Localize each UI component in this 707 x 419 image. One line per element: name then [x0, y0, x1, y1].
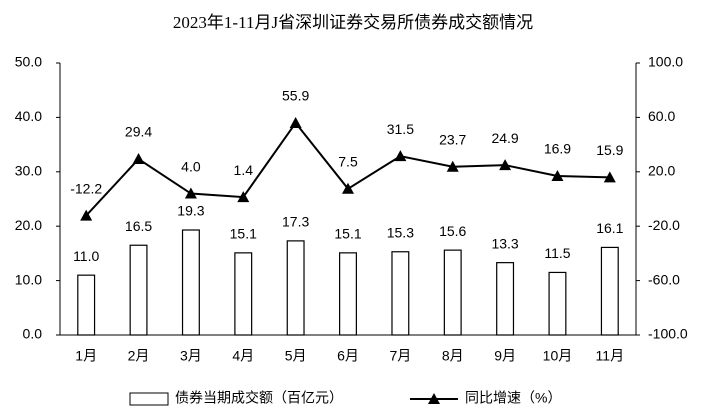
- x-tick-label: 10月: [543, 348, 573, 364]
- bar-value-label: 19.3: [177, 203, 204, 219]
- line-value-label: 15.9: [596, 142, 623, 158]
- legend-swatch: [129, 392, 169, 406]
- bar-value-label: 16.1: [596, 220, 623, 236]
- legend-label: 债券当期成交额（百亿元）: [175, 390, 343, 406]
- bar: [548, 271, 567, 336]
- line-marker: [499, 159, 512, 171]
- bar-value-label: 11.5: [544, 245, 570, 261]
- bar: [339, 252, 357, 336]
- legend-label: 同比增速（%）: [465, 390, 561, 406]
- line-value-label: 4.0: [181, 158, 201, 174]
- bar: [77, 274, 96, 336]
- bar-value-label: 15.1: [334, 226, 361, 242]
- y2-tick-label: 20.0: [648, 163, 675, 179]
- y-tick-label: 40.0: [15, 108, 42, 124]
- bar: [129, 244, 148, 336]
- chart-title: 2023年1-11月J省深圳证券交易所债券成交额情况: [173, 13, 533, 32]
- bar: [443, 249, 462, 336]
- y2-tick-label: 60.0: [648, 108, 675, 124]
- line-marker: [132, 153, 145, 165]
- bar-value-label: 17.3: [282, 214, 309, 230]
- y-tick-label: 0.0: [23, 326, 43, 342]
- y2-tick-label: 100.0: [648, 54, 683, 70]
- line-value-label: 7.5: [338, 154, 358, 170]
- line-value-label: 29.4: [125, 124, 152, 140]
- line-marker: [551, 170, 564, 182]
- y-tick-label: 30.0: [15, 163, 42, 179]
- line-marker: [184, 187, 197, 199]
- line-marker: [237, 191, 250, 203]
- line-marker: [446, 160, 459, 172]
- bar-value-label: 15.1: [230, 226, 257, 242]
- line-value-label: 16.9: [544, 141, 571, 157]
- line-marker: [603, 171, 616, 183]
- line-value-label: -12.2: [70, 180, 102, 196]
- x-tick-label: 3月: [180, 348, 202, 364]
- x-tick-label: 7月: [389, 348, 411, 364]
- y2-tick-label: -60.0: [648, 271, 680, 287]
- bar: [496, 262, 515, 336]
- line-marker: [394, 150, 407, 162]
- bar-value-label: 16.5: [125, 218, 152, 234]
- y-tick-label: 10.0: [15, 271, 42, 287]
- line-value-label: 1.4: [234, 162, 254, 178]
- y2-tick-label: -20.0: [648, 217, 680, 233]
- y-tick-label: 50.0: [15, 54, 42, 70]
- x-tick-label: 1月: [75, 348, 97, 364]
- bar-value-label: 15.6: [439, 223, 466, 239]
- line-marker: [80, 209, 93, 221]
- bar: [286, 240, 305, 336]
- bar-value-label: 15.3: [387, 224, 414, 240]
- x-tick-label: 4月: [232, 348, 254, 364]
- x-tick-label: 6月: [337, 348, 359, 364]
- line-marker: [289, 116, 302, 128]
- x-tick-label: 11月: [596, 348, 625, 364]
- y-tick-label: 20.0: [15, 217, 42, 233]
- x-tick-label: 8月: [442, 348, 464, 364]
- line-marker: [342, 182, 354, 194]
- line-value-label: 24.9: [491, 130, 518, 146]
- line-value-label: 55.9: [282, 88, 309, 104]
- bar: [234, 252, 253, 336]
- bar-value-label: 11.0: [73, 248, 99, 264]
- bar-value-label: 13.3: [491, 235, 518, 251]
- x-tick-label: 9月: [494, 348, 516, 364]
- y2-tick-label: -100.0: [648, 326, 688, 342]
- bar: [181, 229, 200, 336]
- x-tick-label: 5月: [285, 348, 307, 364]
- line-value-label: 31.5: [387, 121, 414, 137]
- x-tick-label: 2月: [128, 348, 150, 364]
- legend-marker: [428, 393, 440, 404]
- line-value-label: 23.7: [439, 131, 466, 147]
- bar: [391, 251, 410, 336]
- bar: [600, 246, 619, 336]
